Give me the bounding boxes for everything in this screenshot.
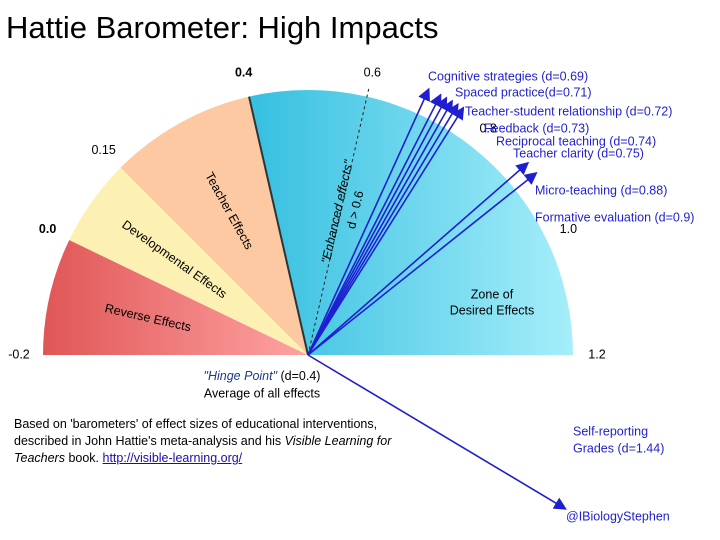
arrow bbox=[307, 99, 453, 356]
credit: @IBiologyStephen bbox=[566, 509, 670, 523]
influence-label: Grades (d=1.44) bbox=[573, 441, 664, 455]
link[interactable]: http://visible-learning.org/ bbox=[102, 451, 243, 465]
hinge-label: Average of all effects bbox=[204, 386, 320, 400]
arrow bbox=[307, 93, 442, 356]
tick-label: 1.0 bbox=[560, 222, 577, 236]
influence-label: Micro-teaching (d=0.88) bbox=[535, 183, 667, 197]
arrow bbox=[307, 354, 567, 510]
tick-label: 0.6 bbox=[364, 66, 381, 80]
zone-label: Desired Effects bbox=[450, 303, 535, 317]
influence-label: Teacher-student relationship (d=0.72) bbox=[465, 104, 672, 118]
zone bbox=[120, 96, 308, 355]
arrow bbox=[307, 102, 459, 356]
arrow bbox=[307, 161, 530, 356]
influence-label: Self-reporting bbox=[573, 424, 648, 438]
influence-label: Teacher clarity (d=0.75) bbox=[513, 146, 644, 160]
tick-label: 0.8 bbox=[479, 121, 496, 135]
arrow bbox=[307, 87, 430, 356]
arrow bbox=[307, 171, 538, 356]
note-text: Based on 'barometers' of effect sizes of… bbox=[14, 417, 378, 431]
tick-label: 0.0 bbox=[39, 222, 56, 236]
tick-label: -0.2 bbox=[8, 347, 30, 361]
arrow bbox=[307, 106, 465, 356]
arrow bbox=[307, 96, 448, 356]
note: Based on 'barometers' of effect sizes of… bbox=[14, 416, 464, 467]
note-book: Visible Learning for bbox=[284, 434, 392, 448]
hinge-label: "Hinge Point" (d=0.4) bbox=[204, 369, 321, 383]
note-text: described in John Hattie's meta-analysis… bbox=[14, 434, 285, 448]
tick-label: 1.2 bbox=[588, 347, 605, 361]
zone bbox=[43, 240, 308, 355]
note-book: Teachers bbox=[14, 451, 65, 465]
zone bbox=[249, 90, 573, 356]
hinge-name: "Hinge Point" bbox=[204, 369, 278, 383]
tick-label: 0.4 bbox=[235, 66, 252, 80]
influence-label: Reciprocal teaching (d=0.74) bbox=[496, 134, 656, 148]
hinge-value: (d=0.4) bbox=[277, 369, 320, 383]
influence-label: Feedback (d=0.73) bbox=[484, 121, 589, 135]
influence-label: Cognitive strategies (d=0.69) bbox=[428, 69, 588, 83]
note-text: book. bbox=[64, 451, 103, 465]
influence-label: Formative evaluation (d=0.9) bbox=[535, 210, 694, 224]
tick-label: 0.15 bbox=[91, 143, 115, 157]
zone bbox=[69, 167, 308, 355]
influence-label: Spaced practice(d=0.71) bbox=[455, 85, 592, 99]
title: Hattie Barometer: High Impacts bbox=[6, 10, 438, 45]
hinge-line bbox=[248, 96, 309, 356]
zone-label: Zone of bbox=[471, 287, 514, 301]
